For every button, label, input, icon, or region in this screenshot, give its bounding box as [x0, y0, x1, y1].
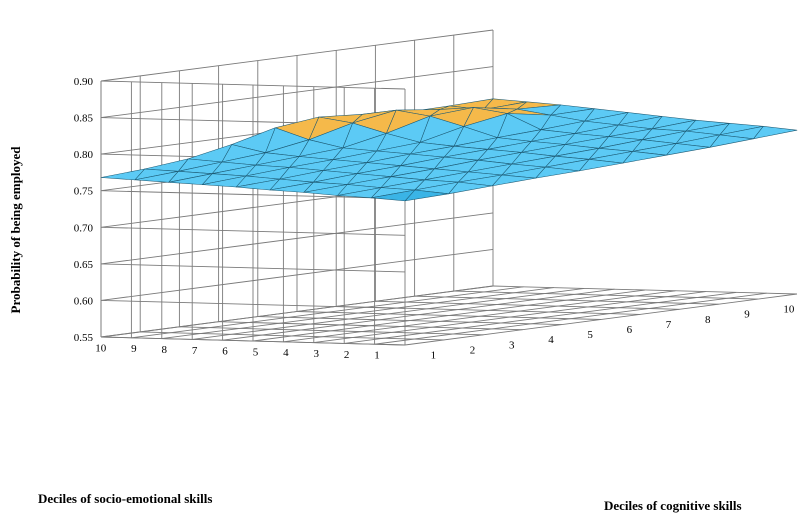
- z-tick-label: 0.55: [74, 332, 94, 344]
- y-tick-label: 5: [253, 346, 259, 358]
- surface-facet: [100, 168, 145, 181]
- y-tick-label: 2: [344, 349, 350, 361]
- x-tick-label: 4: [548, 334, 554, 346]
- y-tick-label: 8: [162, 344, 168, 356]
- floor-gridline: [131, 286, 524, 339]
- x-tick-label: 9: [744, 309, 750, 321]
- z-tick-label: 0.90: [74, 76, 94, 88]
- x-tick-label: 7: [666, 319, 672, 331]
- y-tick-label: 3: [314, 348, 320, 360]
- floor-gridline: [336, 305, 641, 315]
- y-tick-label: 4: [283, 347, 289, 359]
- x-tick-label: 2: [470, 344, 476, 356]
- surface-facet: [370, 189, 416, 202]
- y-tick-label: 1: [374, 350, 380, 362]
- tick-labels: 0.55 0.60 0.65 0.70 0.75 0.80 0.85 0.90 1 2 3 4 5 6 7 8…: [74, 76, 795, 362]
- surface-facet: [303, 184, 348, 196]
- floor-gridline: [100, 285, 494, 338]
- floor-gridline: [192, 287, 585, 340]
- y-axis-title: Deciles of socio-emotional skills: [38, 491, 212, 506]
- y-tick-label: 9: [131, 343, 137, 355]
- floor-gridline: [375, 300, 680, 310]
- floor-gridline: [453, 290, 758, 300]
- x-axis-title: Deciles of cognitive skills: [604, 498, 742, 513]
- floor-gridline: [222, 288, 615, 341]
- z-axis-title: Probability of being employed: [8, 146, 23, 314]
- surface-facet: [235, 178, 280, 191]
- surface-facet: [202, 175, 247, 188]
- surface-facet: [269, 181, 314, 193]
- floor-gridline: [414, 295, 719, 305]
- floor-gridline: [252, 289, 646, 342]
- y-tick-label: 10: [95, 342, 107, 354]
- surface-facet: [337, 187, 382, 199]
- z-tick-label: 0.60: [74, 295, 94, 307]
- floor-gridline: [161, 287, 554, 340]
- surface-facet: [134, 171, 179, 183]
- z-tick-label: 0.80: [74, 149, 94, 161]
- x-tick-label: 8: [705, 314, 711, 326]
- z-tick-label: 0.65: [74, 259, 94, 271]
- y-tick-label: 6: [222, 346, 228, 358]
- z-tick-label: 0.70: [74, 222, 94, 234]
- x-tick-label: 10: [783, 304, 795, 316]
- y-tick-label: 7: [192, 345, 198, 357]
- x-tick-label: 1: [431, 349, 437, 361]
- surface-facet: [168, 173, 213, 185]
- z-tick-label: 0.85: [74, 113, 94, 125]
- surface-plot: [100, 98, 798, 202]
- floor-gridline: [492, 285, 798, 295]
- x-tick-label: 6: [627, 324, 633, 336]
- x-tick-label: 5: [587, 329, 593, 341]
- x-tick-label: 3: [509, 339, 515, 351]
- z-tick-label: 0.75: [74, 186, 94, 198]
